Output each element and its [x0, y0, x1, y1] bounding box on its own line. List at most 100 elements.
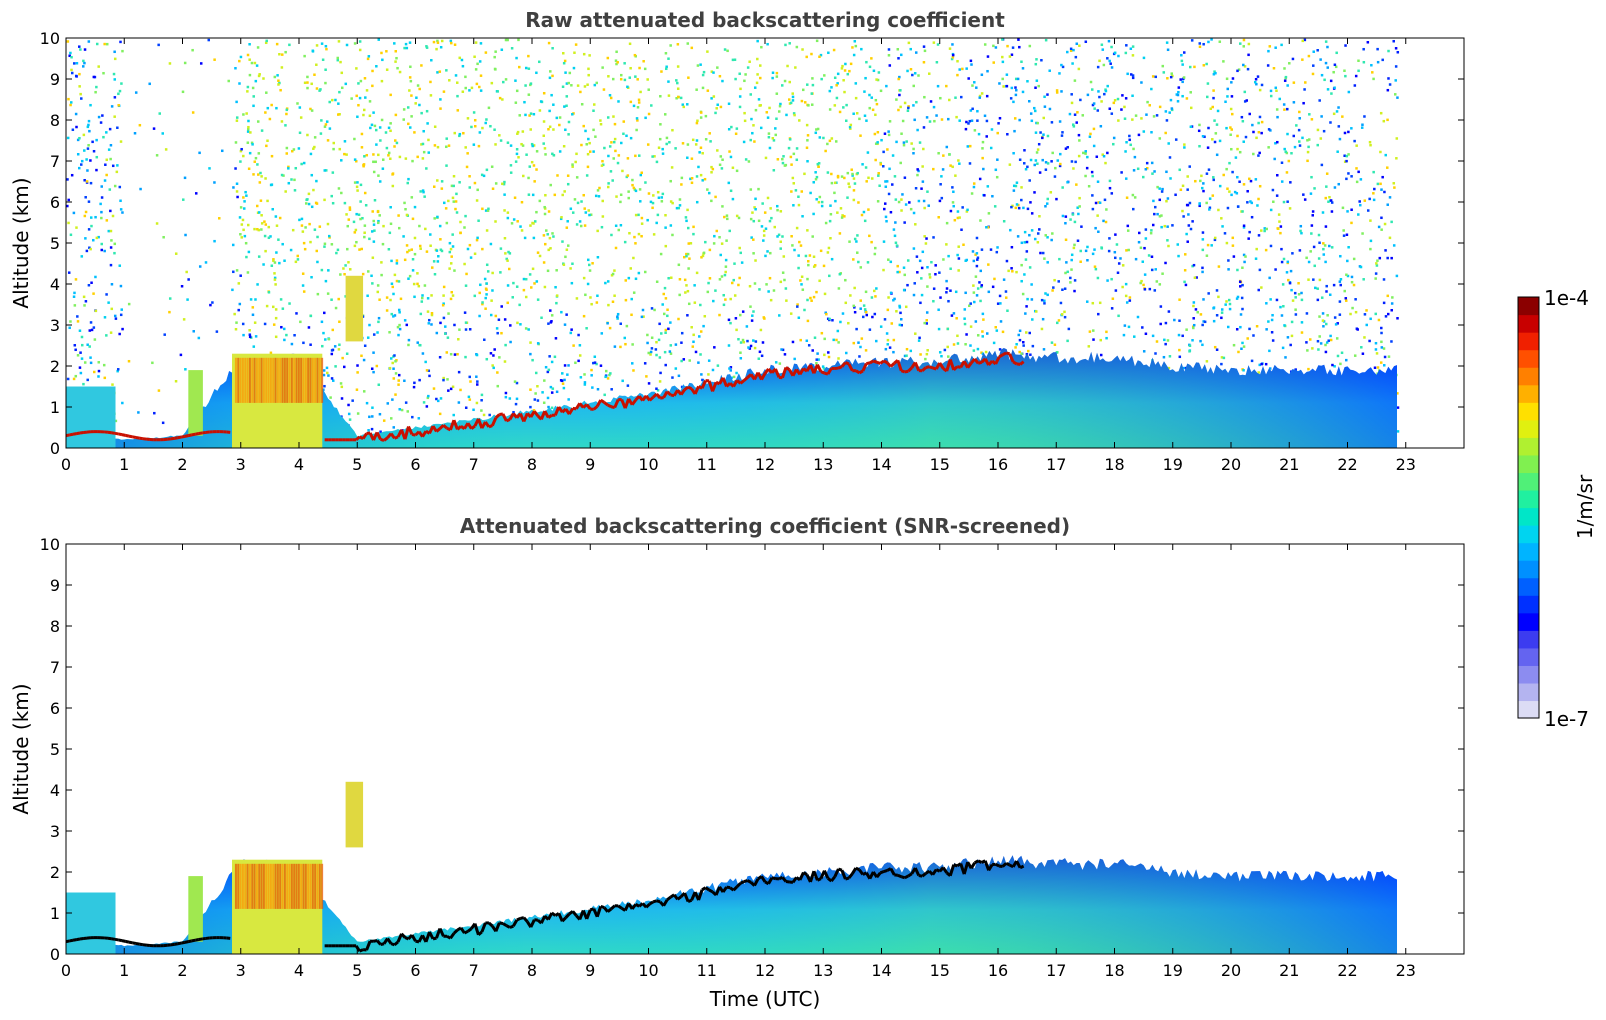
x-tick-label: 18 — [1104, 455, 1124, 474]
colorbar-swatch — [1518, 349, 1539, 368]
colorbar-swatch — [1518, 595, 1539, 614]
colorbar-unit-label: 1/m/sr — [1573, 474, 1597, 539]
y-tick-label: 2 — [50, 863, 60, 882]
colorbar-frame — [1517, 296, 1540, 719]
x-tick-label: 12 — [755, 961, 775, 980]
x-tick-label: 1 — [119, 961, 129, 980]
x-tick-label: 21 — [1279, 961, 1299, 980]
y-tick-label: 5 — [50, 234, 60, 253]
y-tick-label: 8 — [50, 617, 60, 636]
y-tick-label: 1 — [50, 398, 60, 417]
colorbar-swatch — [1518, 489, 1539, 509]
x-tick-label: 18 — [1104, 961, 1124, 980]
panel-screened-ylabel: Altitude (km) — [9, 683, 33, 814]
x-tick-label: 10 — [638, 961, 658, 980]
x-tick-label: 9 — [585, 961, 595, 980]
x-tick-label: 6 — [410, 961, 420, 980]
y-tick-label: 2 — [50, 357, 60, 376]
colorbar-swatch — [1518, 367, 1539, 386]
colorbar-swatch — [1518, 454, 1539, 474]
x-tick-label: 22 — [1337, 455, 1357, 474]
x-tick-label: 17 — [1046, 455, 1066, 474]
x-tick-label: 16 — [988, 455, 1008, 474]
cloud-layer — [66, 351, 1025, 442]
colorbar-swatch — [1518, 437, 1539, 456]
x-tick-label: 6 — [410, 455, 420, 474]
x-tick-label: 0 — [61, 455, 71, 474]
colorbar-swatch — [1518, 507, 1539, 526]
x-tick-label: 2 — [177, 455, 187, 474]
x-tick-label: 5 — [352, 961, 362, 980]
y-tick-label: 3 — [50, 822, 60, 841]
x-tick-label: 13 — [813, 961, 833, 980]
colorbar-swatch — [1518, 700, 1539, 719]
x-tick-label: 15 — [930, 455, 950, 474]
y-tick-label: 7 — [50, 152, 60, 171]
y-tick-label: 4 — [50, 781, 60, 800]
panel-raw-axes: 0 1 2 3 4 5 6 7 8 9 10 11 12 13 14 15 16 17 18 19 20 21 22 2301… — [40, 29, 1464, 474]
y-tick-label: 7 — [50, 658, 60, 677]
x-tick-label: 20 — [1221, 455, 1241, 474]
x-tick-label: 9 — [585, 455, 595, 474]
x-tick-label: 21 — [1279, 455, 1299, 474]
panel-screened: Attenuated backscattering coefficient (S… — [9, 514, 1465, 1011]
y-tick-label: 6 — [50, 193, 60, 212]
y-tick-label: 10 — [40, 535, 60, 554]
colorbar-swatch — [1518, 612, 1539, 631]
x-tick-label: 16 — [988, 961, 1008, 980]
y-tick-label: 10 — [40, 29, 60, 48]
colorbar: 1e-4 1e-7 1/m/sr — [1517, 286, 1597, 731]
y-tick-label: 0 — [50, 945, 60, 964]
x-tick-label: 23 — [1396, 455, 1416, 474]
x-tick-label: 8 — [527, 455, 537, 474]
colorbar-swatch — [1518, 384, 1539, 403]
y-tick-label: 6 — [50, 699, 60, 718]
colorbar-min-label: 1e-7 — [1544, 707, 1589, 731]
colorbar-swatch — [1518, 525, 1539, 544]
colorbar-swatch — [1518, 647, 1539, 666]
x-tick-label: 22 — [1337, 961, 1357, 980]
x-tick-label: 15 — [930, 961, 950, 980]
y-tick-label: 1 — [50, 904, 60, 923]
x-tick-label: 11 — [697, 455, 717, 474]
y-tick-label: 4 — [50, 275, 60, 294]
x-tick-label: 14 — [871, 455, 891, 474]
y-tick-label: 9 — [50, 70, 60, 89]
colorbar-swatch — [1518, 297, 1539, 316]
panel-screened-xlabel: Time (UTC) — [709, 987, 821, 1011]
x-tick-label: 3 — [236, 455, 246, 474]
y-tick-label: 0 — [50, 439, 60, 458]
colorbar-swatch — [1518, 402, 1539, 421]
boundary-layer — [66, 348, 1398, 448]
x-tick-label: 20 — [1221, 961, 1241, 980]
x-tick-label: 7 — [469, 455, 479, 474]
colorbar-swatch — [1518, 419, 1539, 438]
panel-raw-heatmap — [66, 38, 1400, 448]
panel-raw-title: Raw attenuated backscattering coefficien… — [525, 8, 1005, 32]
colorbar-swatches — [1518, 297, 1539, 719]
colorbar-swatch — [1518, 542, 1539, 561]
x-tick-label: 8 — [527, 961, 537, 980]
panel-raw: Raw attenuated backscattering coefficien… — [9, 8, 1465, 474]
y-tick-label: 9 — [50, 576, 60, 595]
x-tick-label: 13 — [813, 455, 833, 474]
y-tick-label: 8 — [50, 111, 60, 130]
colorbar-swatch — [1518, 630, 1539, 649]
panel-raw-ylabel: Altitude (km) — [9, 177, 33, 308]
x-tick-label: 19 — [1163, 455, 1183, 474]
aerosol-layer — [66, 781, 364, 954]
colorbar-swatch — [1518, 472, 1539, 491]
x-tick-label: 17 — [1046, 961, 1066, 980]
y-tick-label: 3 — [50, 316, 60, 335]
boundary-layer-shade — [66, 855, 1398, 954]
x-tick-label: 4 — [294, 961, 304, 980]
colorbar-swatch — [1518, 577, 1539, 596]
x-tick-label: 11 — [697, 961, 717, 980]
panel-screened-title: Attenuated backscattering coefficient (S… — [460, 514, 1070, 538]
colorbar-swatch — [1518, 560, 1539, 579]
x-tick-label: 14 — [871, 961, 891, 980]
x-tick-label: 10 — [638, 455, 658, 474]
x-tick-label: 0 — [61, 961, 71, 980]
x-tick-label: 3 — [236, 961, 246, 980]
